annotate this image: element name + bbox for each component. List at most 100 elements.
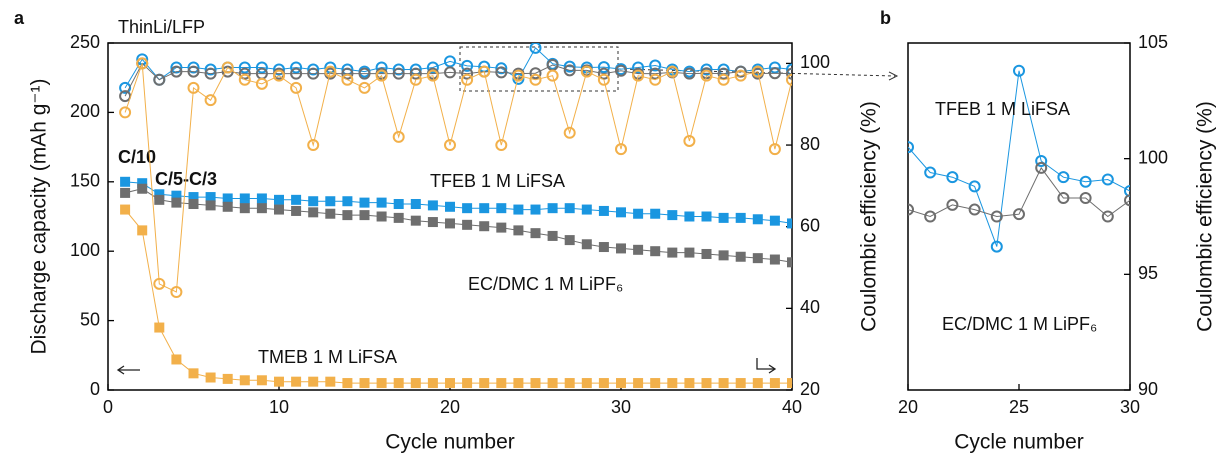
series-label: EC/DMC 1 M LiPF₆ [468, 274, 623, 294]
data-point [324, 65, 337, 78]
data-point [376, 211, 387, 222]
data-point [563, 64, 576, 77]
x-axis-label: Cycle number [954, 431, 1084, 454]
data-point [427, 217, 438, 228]
data-point [256, 375, 267, 386]
zoom-arrow-head [888, 71, 899, 81]
data-point [119, 81, 132, 94]
y2-tick-label: 80 [800, 134, 820, 154]
data-point [597, 61, 610, 74]
data-point [1013, 208, 1025, 221]
data-point [204, 94, 217, 107]
data-point [342, 378, 353, 389]
data-point [238, 67, 251, 80]
data-point [376, 378, 387, 389]
data-point [188, 368, 199, 379]
data-point [684, 247, 695, 258]
data-point [769, 378, 780, 389]
series-label: TMEB 1 M LiFSA [258, 347, 397, 367]
y2-tick-label: 60 [800, 215, 820, 235]
data-point [633, 244, 644, 255]
data-point [205, 372, 216, 383]
data-point [529, 43, 542, 54]
data-point [495, 139, 508, 152]
data-point [462, 203, 473, 214]
data-point [273, 63, 285, 76]
annotation: ThinLi/LFP [118, 17, 205, 37]
data-point [513, 378, 524, 389]
data-point [787, 378, 792, 389]
y2-tick-label: 20 [800, 379, 820, 399]
data-point [342, 210, 353, 221]
data-point [946, 171, 959, 184]
data-point [563, 60, 576, 73]
data-point [445, 378, 455, 389]
data-point [547, 230, 558, 241]
data-point [119, 106, 132, 119]
data-point [274, 194, 284, 205]
data-point [632, 61, 645, 74]
data-point [307, 63, 320, 76]
y-axis-label: Coulombic efficiency (%) [1194, 101, 1217, 332]
data-point [427, 200, 438, 211]
data-point [598, 378, 609, 389]
data-point [530, 204, 541, 215]
data-point [358, 81, 371, 94]
data-point [496, 378, 507, 389]
data-point [137, 183, 148, 194]
data-point [256, 203, 267, 214]
data-point [616, 378, 626, 389]
data-point [239, 203, 250, 214]
data-point [375, 69, 388, 82]
series-line [124, 63, 792, 293]
data-point [154, 189, 165, 200]
data-point [734, 65, 747, 78]
data-point [462, 219, 473, 230]
data-point [222, 201, 233, 212]
data-point [153, 73, 166, 86]
series-line [908, 70, 1130, 247]
data-point [633, 208, 644, 219]
data-point [171, 354, 182, 365]
panel-label: b [880, 8, 891, 28]
data-point [718, 250, 729, 261]
data-point [684, 211, 695, 222]
x-tick-label: 30 [611, 397, 631, 417]
data-point [221, 61, 234, 74]
data-point [564, 235, 575, 246]
x-tick-label: 25 [1009, 397, 1029, 417]
data-point [667, 378, 678, 389]
data-point [1079, 175, 1092, 188]
data-point [170, 65, 183, 78]
data-point [461, 59, 474, 72]
data-point [444, 139, 456, 152]
data-point [547, 378, 558, 389]
data-point [256, 193, 267, 204]
data-point [290, 61, 303, 74]
data-point [564, 203, 575, 214]
data-point [786, 73, 792, 86]
data-point [426, 69, 439, 82]
x-tick-label: 20 [898, 397, 918, 417]
data-point [667, 247, 678, 258]
data-point [495, 62, 508, 75]
x-tick-label: 0 [103, 397, 113, 417]
data-point [238, 61, 251, 74]
data-point [650, 208, 661, 219]
data-point [291, 205, 302, 216]
data-point [120, 204, 131, 215]
data-point [649, 59, 662, 72]
data-point [1035, 154, 1048, 167]
data-point [752, 378, 763, 389]
data-point [462, 378, 473, 389]
annotation: C/10 [118, 147, 156, 167]
data-point [616, 207, 626, 218]
data-point [359, 378, 370, 389]
data-point [205, 200, 216, 211]
data-point [564, 378, 575, 389]
data-point [171, 190, 182, 201]
data-point [239, 193, 250, 204]
data-point [718, 212, 729, 223]
data-point [255, 61, 268, 74]
data-point [291, 194, 302, 205]
